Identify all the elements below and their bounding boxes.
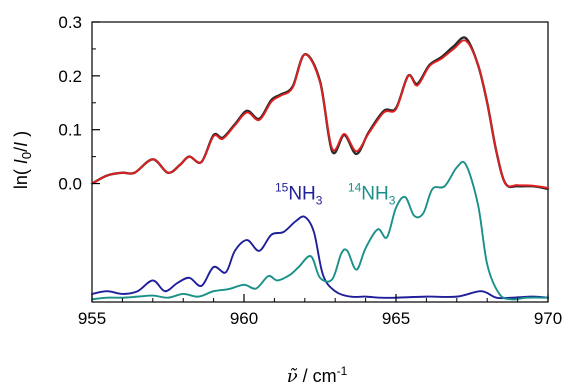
y-tick-label: 0.0 xyxy=(58,175,82,194)
x-axis-title-nu: ν̃ xyxy=(287,366,298,387)
x-axis-title-unit: / cm xyxy=(298,366,337,386)
series-line-15nh3 xyxy=(91,215,549,300)
y-tick-label: 0.3 xyxy=(58,13,82,32)
series-line-14nh3 xyxy=(91,160,549,301)
series-layer xyxy=(90,36,550,301)
x-tick-label: 965 xyxy=(382,309,410,328)
y-axis-title-i0-sub: 0 xyxy=(19,152,34,159)
15nh3-label-mass: 15 xyxy=(275,181,289,195)
y-axis-title: ln( I0/I ) xyxy=(11,131,34,189)
plot-frame xyxy=(91,21,549,303)
plot-area xyxy=(91,21,549,303)
y-axis-title-i0: I xyxy=(11,159,31,164)
15nh3-label-sub: 3 xyxy=(316,194,323,208)
y-tick-label: 0.1 xyxy=(58,121,82,140)
14nh3-label: 14NH3 xyxy=(348,181,396,208)
15nh3-label: 15NH3 xyxy=(275,181,323,208)
y-tick-label: 0.2 xyxy=(58,67,82,86)
series-line-simulated xyxy=(91,39,549,189)
y-axis-title-close: ) xyxy=(11,131,31,142)
x-tick-label: 960 xyxy=(230,309,258,328)
y-axis-title-slash: / xyxy=(11,147,31,152)
15nh3-label-base: NH xyxy=(288,184,315,205)
x-axis-title: ν̃ / cm-1 xyxy=(287,364,348,387)
y-axis-title-i: I xyxy=(11,142,31,147)
x-axis-title-exp: -1 xyxy=(337,364,348,378)
x-tick-label: 970 xyxy=(534,309,562,328)
14nh3-label-base: NH xyxy=(361,184,388,205)
x-tick-label: 955 xyxy=(78,309,106,328)
14nh3-label-sub: 3 xyxy=(389,194,396,208)
14nh3-label-mass: 14 xyxy=(348,181,362,195)
axes-layer: 955 960 965 970 0.0 0.1 0.2 0.3 xyxy=(58,13,562,328)
y-axis-title-ln: ln( xyxy=(11,164,31,189)
